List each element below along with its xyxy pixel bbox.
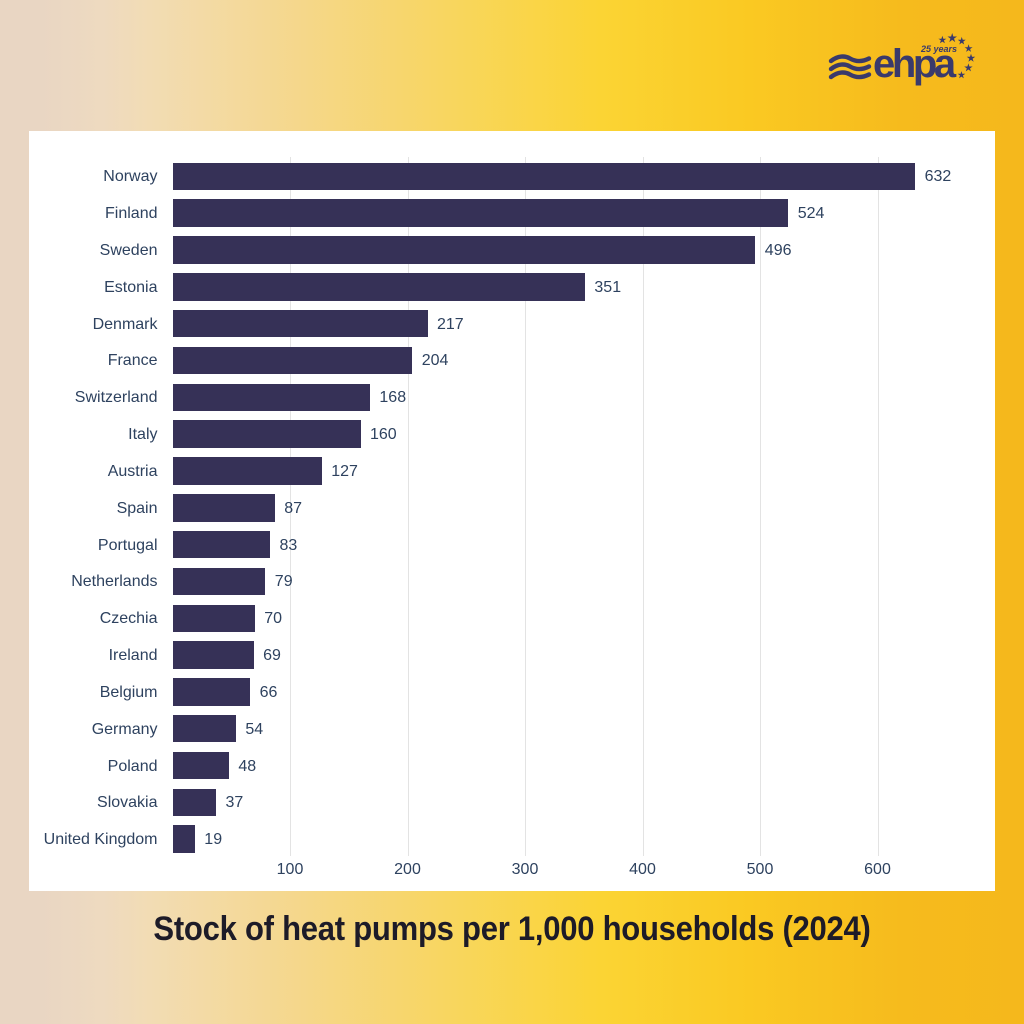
svg-text:ehpa: ehpa [873, 42, 957, 86]
svg-text:25 years: 25 years [920, 44, 957, 54]
